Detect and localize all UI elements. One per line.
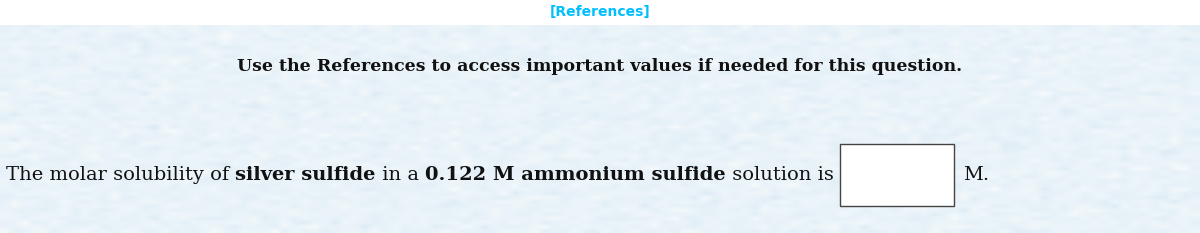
Bar — [840, 144, 954, 206]
Text: [References]: [References] — [550, 6, 650, 20]
Text: solution is: solution is — [726, 166, 840, 184]
Text: M.: M. — [964, 166, 990, 184]
Text: in a: in a — [376, 166, 425, 184]
Text: 0.122 M ammonium sulfide: 0.122 M ammonium sulfide — [425, 166, 726, 184]
Text: Use the References to access important values if needed for this question.: Use the References to access important v… — [238, 58, 962, 75]
Text: The molar solubility of: The molar solubility of — [6, 166, 235, 184]
Text: silver sulfide: silver sulfide — [235, 166, 376, 184]
